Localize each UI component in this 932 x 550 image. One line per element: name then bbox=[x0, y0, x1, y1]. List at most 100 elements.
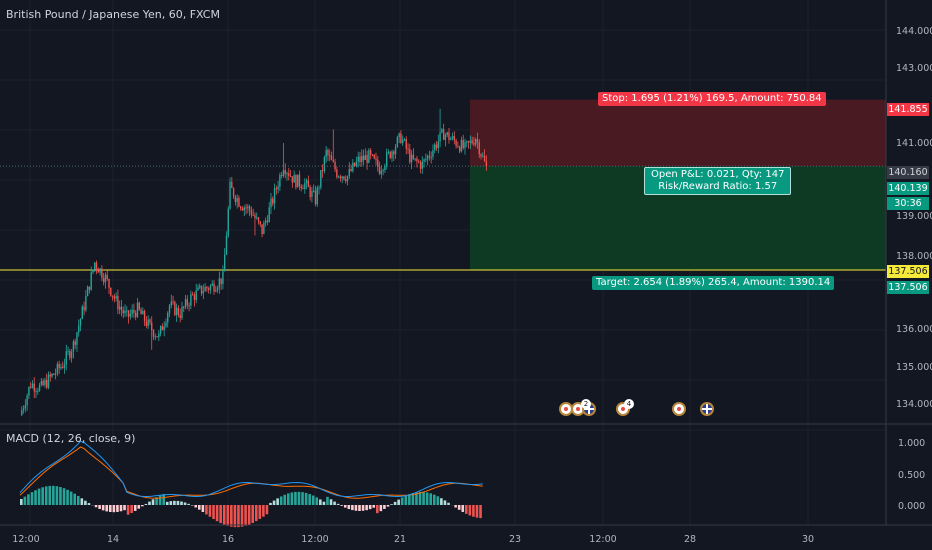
macd-histogram-bar bbox=[408, 494, 411, 505]
candle-body bbox=[213, 283, 215, 292]
macd-tick-label: 0.500 bbox=[898, 470, 925, 481]
macd-histogram-bar bbox=[62, 488, 66, 505]
candle-body bbox=[482, 155, 484, 157]
macd-histogram-bar bbox=[162, 493, 165, 505]
candle-body bbox=[455, 140, 457, 146]
candle-body bbox=[175, 307, 178, 316]
candle-body bbox=[195, 290, 197, 300]
time-tick-label: 30 bbox=[802, 534, 814, 545]
candle-body bbox=[33, 383, 35, 392]
candle-body bbox=[361, 155, 363, 162]
macd-histogram-bar bbox=[311, 495, 315, 505]
candle-body bbox=[238, 197, 240, 207]
target-label: Target: 2.654 (1.89%) 265.4, Amount: 139… bbox=[592, 276, 835, 290]
candle-body bbox=[300, 185, 302, 188]
macd-histogram-bar bbox=[440, 498, 443, 505]
candle-body bbox=[248, 206, 251, 211]
bar-timer-tag: 30:36 bbox=[887, 197, 929, 210]
candle-body bbox=[291, 176, 294, 183]
candle-body bbox=[261, 224, 263, 235]
candle-body bbox=[85, 296, 87, 311]
macd-histogram-bar bbox=[141, 505, 144, 507]
candle-body bbox=[229, 181, 231, 209]
candle-body bbox=[272, 198, 274, 204]
candle-body bbox=[90, 272, 92, 290]
candle-body bbox=[371, 154, 374, 156]
candle-body bbox=[47, 374, 50, 388]
candle-body bbox=[273, 188, 276, 204]
macd-histogram-bar bbox=[347, 505, 351, 510]
macd-histogram-bar bbox=[41, 487, 44, 505]
macd-histogram-bar bbox=[151, 499, 155, 505]
candle-body bbox=[94, 262, 96, 270]
candle-body bbox=[348, 168, 350, 177]
macd-histogram-bar bbox=[400, 497, 404, 505]
candle-body bbox=[111, 295, 114, 297]
macd-histogram-bar bbox=[429, 493, 432, 505]
macd-histogram-bar bbox=[44, 486, 48, 505]
candle-body bbox=[410, 154, 413, 163]
macd-histogram-bar bbox=[76, 495, 80, 505]
candle-body bbox=[402, 139, 404, 143]
candle-body bbox=[92, 269, 94, 273]
candle-body bbox=[220, 278, 222, 284]
macd-histogram-bar bbox=[472, 505, 475, 517]
candle-body bbox=[309, 187, 311, 197]
candle-body bbox=[396, 137, 399, 147]
candle-body bbox=[199, 285, 201, 288]
macd-histogram-bar bbox=[169, 501, 173, 505]
event-icon[interactable] bbox=[672, 402, 686, 416]
macd-histogram-bar bbox=[180, 501, 183, 505]
macd-histogram-bar bbox=[279, 496, 283, 505]
candle-body bbox=[31, 383, 34, 388]
candle-body bbox=[476, 139, 479, 143]
candle-body bbox=[240, 206, 242, 209]
candle-body bbox=[172, 301, 174, 303]
candle-body bbox=[453, 136, 456, 141]
macd-histogram-bar bbox=[436, 496, 440, 505]
candle-body bbox=[156, 336, 158, 338]
candle-body bbox=[102, 278, 105, 283]
macd-histogram-bar bbox=[133, 505, 137, 511]
candle-body bbox=[414, 158, 416, 160]
candle-body bbox=[458, 146, 461, 152]
candle-body bbox=[236, 197, 238, 202]
candle-body bbox=[56, 363, 59, 374]
candle-body bbox=[101, 268, 103, 279]
macd-histogram-bar bbox=[187, 503, 190, 505]
macd-histogram-bar bbox=[80, 498, 84, 505]
macd-histogram-bar bbox=[87, 503, 91, 505]
macd-histogram-bar bbox=[20, 499, 23, 505]
macd-histogram-bar bbox=[432, 494, 436, 505]
candle-body bbox=[110, 287, 112, 296]
candle-body bbox=[462, 139, 464, 148]
candle-body bbox=[469, 140, 472, 143]
candle-body bbox=[293, 175, 295, 183]
candle-body bbox=[364, 155, 367, 161]
candle-body bbox=[471, 140, 473, 144]
candle-body bbox=[298, 174, 301, 186]
macd-histogram-bar bbox=[254, 505, 258, 522]
candle-body bbox=[325, 149, 327, 158]
candle-body bbox=[483, 155, 486, 162]
candle-body bbox=[336, 169, 338, 178]
macd-histogram-bar bbox=[465, 505, 468, 514]
flag-icon[interactable] bbox=[700, 402, 714, 416]
candle-body bbox=[377, 159, 379, 167]
time-tick-label: 12:00 bbox=[301, 534, 328, 545]
macd-histogram-bar bbox=[212, 505, 215, 520]
macd-histogram-bar bbox=[322, 501, 326, 505]
candle-body bbox=[256, 217, 258, 219]
candle-body bbox=[480, 154, 482, 157]
candle-body bbox=[154, 336, 156, 338]
candle-body bbox=[232, 188, 235, 197]
candle-body bbox=[200, 285, 203, 294]
candle-body bbox=[124, 310, 126, 314]
candle-body bbox=[289, 175, 292, 177]
candle-body bbox=[407, 148, 409, 150]
candle-body bbox=[204, 286, 206, 292]
candle-body bbox=[86, 286, 89, 297]
macd-histogram-bar bbox=[30, 492, 34, 505]
candle-body bbox=[286, 173, 288, 175]
